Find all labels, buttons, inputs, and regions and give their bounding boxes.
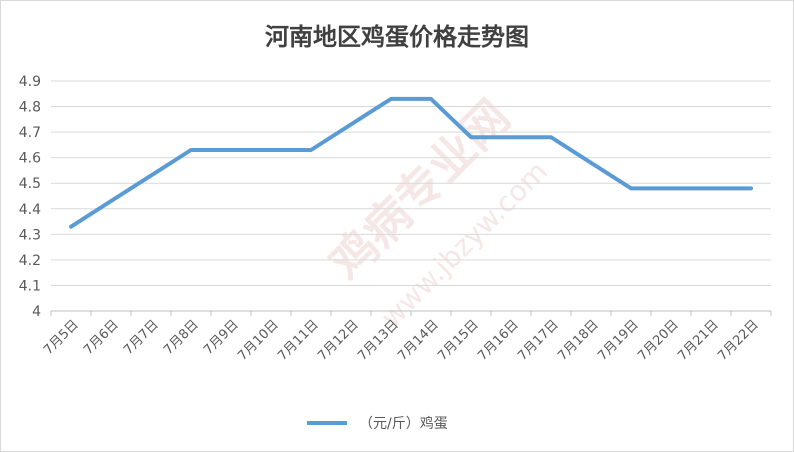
chart-title: 河南地区鸡蛋价格走势图 bbox=[265, 23, 529, 51]
x-tick-label: 7月16日 bbox=[475, 317, 522, 364]
x-tick-label: 7月6日 bbox=[81, 317, 122, 358]
y-tick-label: 4.4 bbox=[19, 202, 41, 218]
x-tick-label: 7月11日 bbox=[275, 317, 322, 364]
legend: （元/斤）鸡蛋 bbox=[307, 415, 448, 432]
y-tick-label: 4.3 bbox=[19, 227, 41, 243]
y-tick-label: 4 bbox=[32, 304, 41, 320]
x-tick-label: 7月5日 bbox=[41, 317, 82, 358]
x-tick-label: 7月20日 bbox=[635, 317, 682, 364]
x-tick-label: 7月10日 bbox=[235, 317, 282, 364]
x-tick-label: 7月22日 bbox=[715, 317, 762, 364]
y-tick-label: 4.2 bbox=[19, 253, 41, 269]
x-tick-label: 7月7日 bbox=[121, 317, 162, 358]
series-line bbox=[69, 96, 753, 229]
y-tick-label: 4.5 bbox=[19, 176, 41, 192]
x-tick-label: 7月19日 bbox=[595, 317, 642, 364]
x-tick-label: 7月13日 bbox=[355, 317, 402, 364]
y-tick-label: 4.9 bbox=[19, 74, 41, 90]
x-tick-label: 7月21日 bbox=[675, 317, 722, 364]
x-tick-label: 7月12日 bbox=[315, 317, 362, 364]
gridlines bbox=[50, 80, 772, 316]
y-tick-label: 4.8 bbox=[19, 100, 41, 116]
x-tick-label: 7月8日 bbox=[161, 317, 202, 358]
y-tick-label: 4.7 bbox=[19, 125, 41, 141]
y-tick-label: 4.1 bbox=[19, 278, 41, 294]
y-axis-ticks: 4 4.1 4.2 4.3 4.4 4.5 4.6 4.7 4.8 4.9 bbox=[19, 74, 41, 320]
watermark: 鸡病专业网 www.jbzyw.com bbox=[319, 89, 554, 334]
x-tick-label: 7月17日 bbox=[515, 317, 562, 364]
y-tick-label: 4.6 bbox=[19, 151, 41, 167]
x-tick-label: 7月15日 bbox=[435, 317, 482, 364]
series-layer bbox=[69, 96, 753, 229]
x-tick-label: 7月18日 bbox=[555, 317, 602, 364]
legend-label: （元/斤）鸡蛋 bbox=[359, 415, 448, 432]
